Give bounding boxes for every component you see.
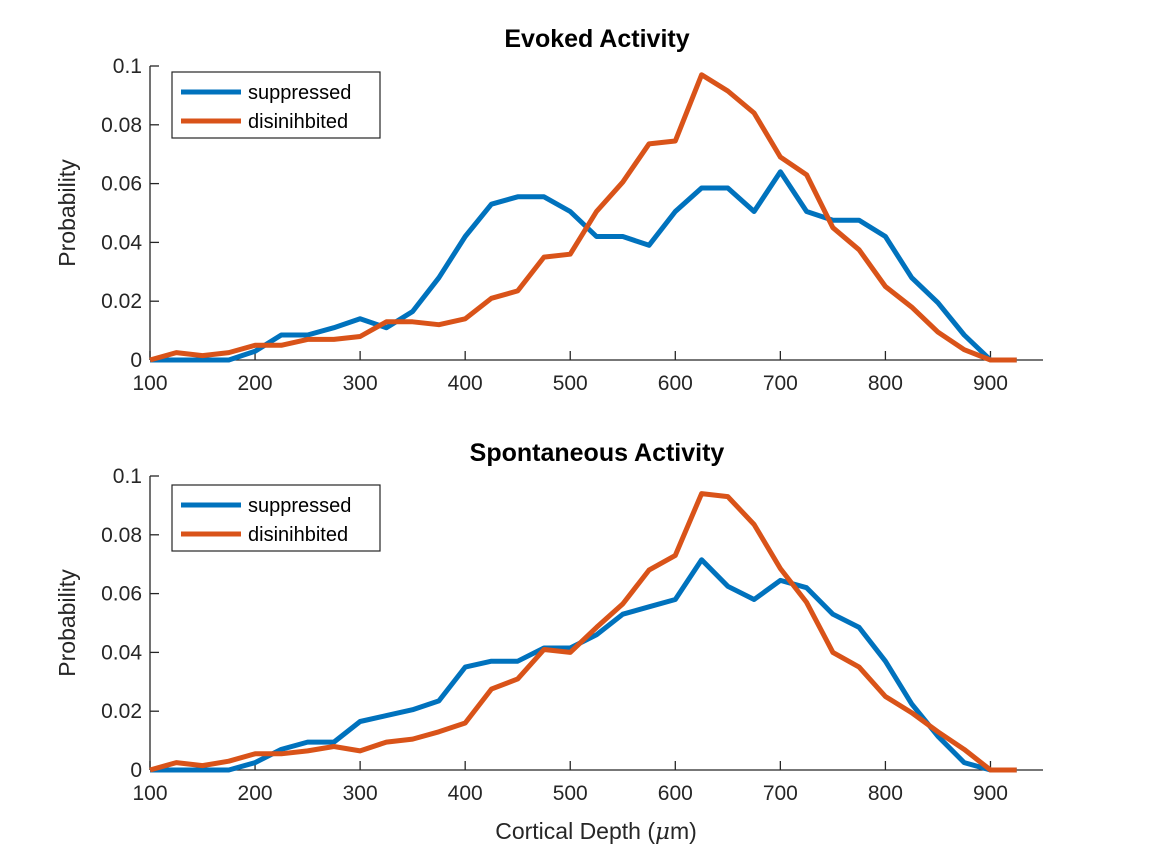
y-tick-label: 0.08 (101, 524, 142, 547)
y-ticks: 0 0.02 0.04 0.06 0.08 0.1 (101, 55, 159, 372)
legend-box (171, 484, 381, 552)
x-tick-label: 700 (763, 782, 798, 805)
legend-box (171, 71, 381, 139)
x-ticks: 100 200 300 400 500 600 700 800 900 (132, 761, 1008, 805)
y-tick-label: 0.06 (101, 583, 142, 606)
y-tick-label: 0.02 (101, 290, 142, 313)
series-line-suppressed (150, 169, 1017, 363)
spontaneous-activity-plot: Spontaneous Activity 0 0.02 0.04 0.06 0.08 0.… (54, 439, 1043, 845)
y-tick-label: 0.02 (101, 700, 142, 723)
x-tick-label: 800 (868, 372, 903, 395)
y-ticks: 0 0.02 0.04 0.06 0.08 0.1 (101, 465, 159, 782)
evoked-activity-plot: Evoked Activity 0 0.02 0.04 0.06 0.08 0.1 100… (54, 25, 1043, 395)
x-tick-label: 800 (868, 782, 903, 805)
y-tick-label: 0.04 (101, 641, 142, 664)
x-tick-label: 600 (658, 782, 693, 805)
axes-frame (149, 66, 1043, 361)
y-tick-label: 0.1 (113, 465, 142, 488)
x-tick-label: 500 (553, 782, 588, 805)
y-axis-label: Probability (54, 569, 80, 677)
legend-label-disinihbited: disinihbited (248, 111, 348, 133)
x-axis-label-end: m) (670, 818, 697, 844)
y-tick-label: 0.04 (101, 231, 142, 254)
x-tick-label: 900 (973, 372, 1008, 395)
y-tick-label: 0 (130, 349, 142, 372)
x-axis-label-mu: μ (655, 819, 670, 845)
x-tick-label: 500 (553, 372, 588, 395)
x-tick-label: 700 (763, 372, 798, 395)
plot-title: Spontaneous Activity (470, 439, 725, 467)
series-layer (149, 72, 1017, 363)
y-axis-label: Probability (54, 159, 80, 267)
x-tick-label: 400 (448, 782, 483, 805)
y-tick-label: 0.06 (101, 173, 142, 196)
legend: suppressed disinihbited (171, 71, 381, 139)
series-layer (149, 491, 1017, 773)
x-tick-label: 900 (973, 782, 1008, 805)
x-axis-label: Cortical Depth (μm) (495, 818, 697, 845)
legend-label-suppressed: suppressed (248, 495, 351, 517)
x-tick-label: 200 (238, 372, 273, 395)
y-tick-label: 0.08 (101, 114, 142, 137)
x-tick-label: 300 (343, 782, 378, 805)
legend: suppressed disinihbited (171, 484, 381, 552)
plot-title: Evoked Activity (504, 25, 689, 53)
series-line-disinihbited (149, 72, 1017, 363)
x-tick-label: 100 (132, 372, 167, 395)
y-tick-label: 0 (130, 759, 142, 782)
x-axis-label-start: Cortical Depth ( (495, 818, 655, 844)
legend-label-disinihbited: disinihbited (248, 524, 348, 546)
legend-label-suppressed: suppressed (248, 82, 351, 104)
axes-frame (149, 476, 1043, 771)
x-tick-label: 600 (658, 372, 693, 395)
x-tick-label: 400 (448, 372, 483, 395)
series-line-disinihbited (149, 491, 1017, 773)
x-tick-label: 200 (238, 782, 273, 805)
y-tick-label: 0.1 (113, 55, 142, 78)
x-tick-label: 300 (343, 372, 378, 395)
x-tick-label: 100 (132, 782, 167, 805)
